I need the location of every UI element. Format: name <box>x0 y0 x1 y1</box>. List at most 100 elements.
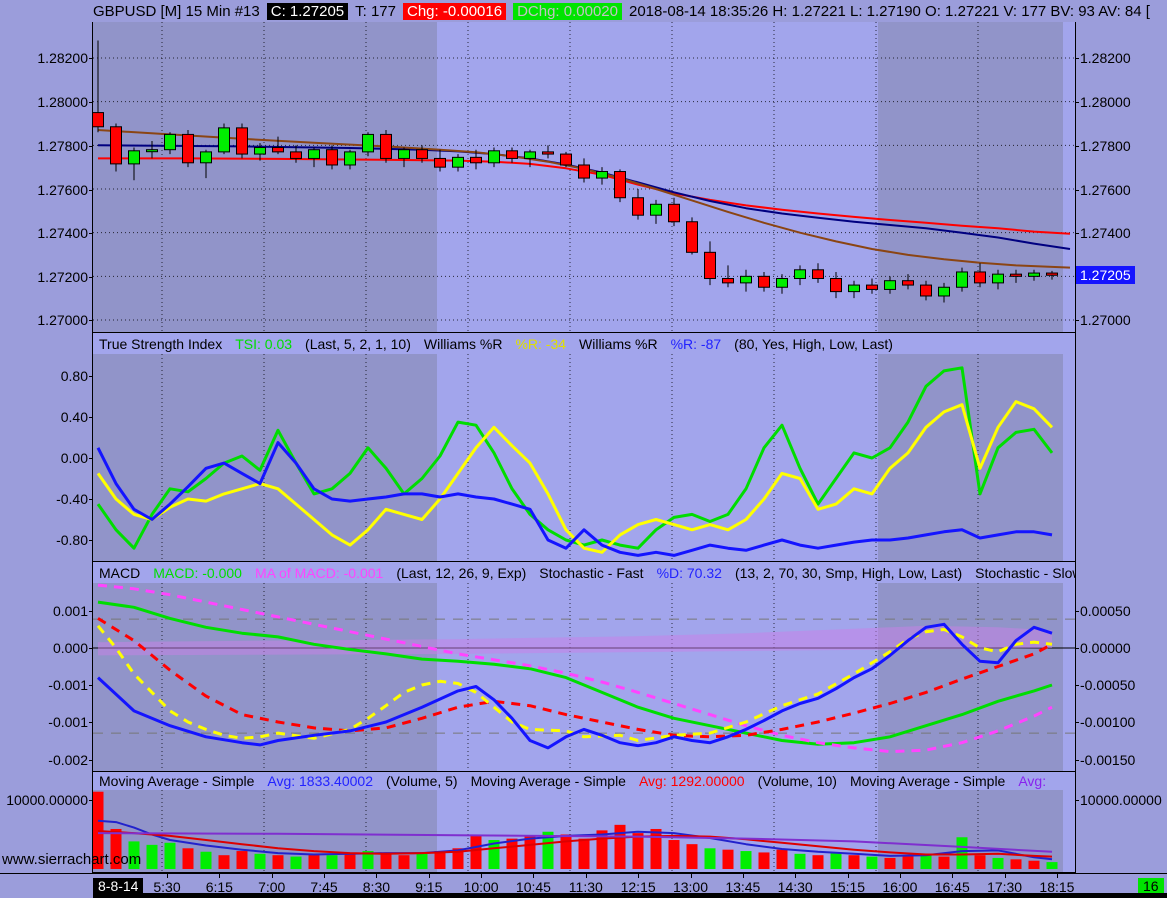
change-badge: Chg: -0.00016 <box>403 2 507 20</box>
volume-plot-svg <box>93 790 1058 873</box>
macd-panel-header[interactable]: MACD MACD: -0.000 MA of MACD: -0.001 (Last,… <box>93 561 1075 583</box>
time-tick <box>585 874 587 878</box>
axis-tick <box>89 722 93 723</box>
vol-ma10-value: Avg: 1292.00000 <box>638 773 745 789</box>
macd-chart-region[interactable] <box>93 583 1075 771</box>
tsi_left-tick-label: 0.80 <box>60 368 88 384</box>
time-tick <box>167 874 168 878</box>
axis-tick <box>89 760 93 761</box>
vol_right-tick-label: 10000.00000 <box>1080 792 1162 808</box>
plot-right-border <box>1075 22 1076 873</box>
axis-tick <box>1075 685 1079 686</box>
time-tick <box>533 874 535 878</box>
price_right-tick-label: 1.27400 <box>1080 225 1131 241</box>
tsi-chart-region[interactable] <box>93 354 1075 561</box>
axis-tick <box>89 58 93 59</box>
time-tick <box>899 874 901 878</box>
price_left-tick-label: 1.27800 <box>37 138 88 154</box>
tsi-value: TSI: 0.03 <box>235 335 293 352</box>
macd-plot-svg <box>93 583 1075 771</box>
axis-tick <box>1075 58 1079 59</box>
price_left-tick-label: 1.27600 <box>37 182 88 198</box>
price-chart-region[interactable] <box>93 22 1075 332</box>
study-name: Moving Average - Simple <box>99 773 255 789</box>
vol-ma5-value: Avg: 1833.40002 <box>267 773 373 789</box>
axis-tick <box>1075 146 1079 147</box>
plot-bottom-border <box>93 872 1075 873</box>
axis-tick <box>89 190 93 191</box>
tsi_left-tick-label: -0.40 <box>56 491 88 507</box>
macd-value: MACD: -0.000 <box>153 564 242 581</box>
axis-tick <box>89 320 93 321</box>
price_left-tick-label: 1.28000 <box>37 94 88 110</box>
price_right-tick-label: 1.27000 <box>1080 312 1131 328</box>
vol-ma3-value: Avg: <box>1018 773 1047 789</box>
price_left-tick-label: 1.27200 <box>37 269 88 285</box>
volume-chart-region[interactable] <box>93 790 1075 873</box>
last-close-badge: C: 1.27205 <box>266 2 349 20</box>
price_left-tick-label: 1.27400 <box>37 225 88 241</box>
price-plot-svg <box>93 22 1075 332</box>
axis-tick <box>1075 611 1079 612</box>
axis-tick <box>1075 102 1079 103</box>
trades-label: T: 177 <box>355 2 396 20</box>
vol_left-tick-label: 10000.00000 <box>6 792 88 808</box>
time-tick-label: 13:00 <box>672 879 709 895</box>
macd_left-tick-label: -0.001 <box>48 677 88 693</box>
macd_right-tick-label: 0.00000 <box>1080 640 1131 656</box>
time-tick <box>742 874 744 878</box>
axis-tick <box>89 540 93 541</box>
time-tick-label: 12:15 <box>620 879 656 895</box>
price_left-tick-label: 1.28200 <box>37 50 88 66</box>
session-shading-band <box>878 354 1063 561</box>
study-name: Stochastic - Slow <box>975 564 1075 581</box>
time-tick-label: 9:15 <box>415 879 443 895</box>
axis-tick <box>89 146 93 147</box>
plot-left-border <box>92 22 93 873</box>
macd_left-tick-label: -0.002 <box>48 752 88 768</box>
axis-tick <box>89 685 93 686</box>
time-tick-label: 8:30 <box>362 879 391 895</box>
williams-r-value: %R: -34 <box>515 335 567 352</box>
time-tick <box>376 874 378 878</box>
time-tick <box>1056 874 1058 878</box>
time-tick-label: 6:15 <box>205 879 233 895</box>
time-tick <box>690 874 692 878</box>
stoch-d-value: %D: 70.32 <box>656 564 722 581</box>
axis-tick <box>89 102 93 103</box>
symbol-period-label: GBPUSD [M] 15 Min #13 <box>93 2 260 20</box>
time-tick-label: 10:45 <box>515 879 551 895</box>
axis-tick <box>1075 722 1079 723</box>
date-label: 8-8-14 <box>93 878 144 894</box>
time-tick <box>219 874 221 878</box>
volume-panel-header[interactable]: Moving Average - Simple Avg: 1833.40002 (V… <box>93 771 1075 790</box>
time-tick <box>481 874 483 878</box>
macd_right-tick-label: 0.00050 <box>1080 603 1131 619</box>
time-tick <box>324 874 326 878</box>
horizontal-scrollbar[interactable] <box>93 893 1167 898</box>
tsi_left-tick-label: 0.40 <box>60 409 88 425</box>
study-params: (Volume, 10) <box>757 773 837 789</box>
axis-tick <box>1075 233 1079 234</box>
axis-tick <box>1075 190 1079 191</box>
axis-tick <box>89 611 93 612</box>
axis-tick <box>89 499 93 500</box>
daily-change-badge: DChg: 0.00020 <box>513 2 622 20</box>
tsi-panel-header[interactable]: True Strength Index TSI: 0.03 (Last, 5, 2,… <box>93 332 1075 354</box>
time-tick-label: 7:00 <box>258 879 286 895</box>
session-shading-band <box>93 583 437 771</box>
study-name: Williams %R <box>579 335 658 352</box>
price_right-tick-label: 1.27600 <box>1080 182 1131 198</box>
macd_right-tick-label: -0.00050 <box>1080 677 1136 693</box>
session-shading-band <box>93 22 437 332</box>
axis-tick <box>89 648 93 649</box>
study-name: Moving Average - Simple <box>849 773 1006 789</box>
study-params: (13, 2, 70, 30, Smp, High, Low, Last) <box>734 564 963 581</box>
time-tick-label: 5:30 <box>153 879 181 895</box>
axis-tick <box>89 376 93 377</box>
chart-title-bar[interactable]: GBPUSD [M] 15 Min #13 C: 1.27205 T: 177 Chg… <box>93 0 1157 22</box>
study-params: (Last, 12, 26, 9, Exp) <box>396 564 527 581</box>
sierrachart-watermark: www.sierrachart.com <box>2 851 142 868</box>
time-tick-label: 10:00 <box>463 879 499 895</box>
